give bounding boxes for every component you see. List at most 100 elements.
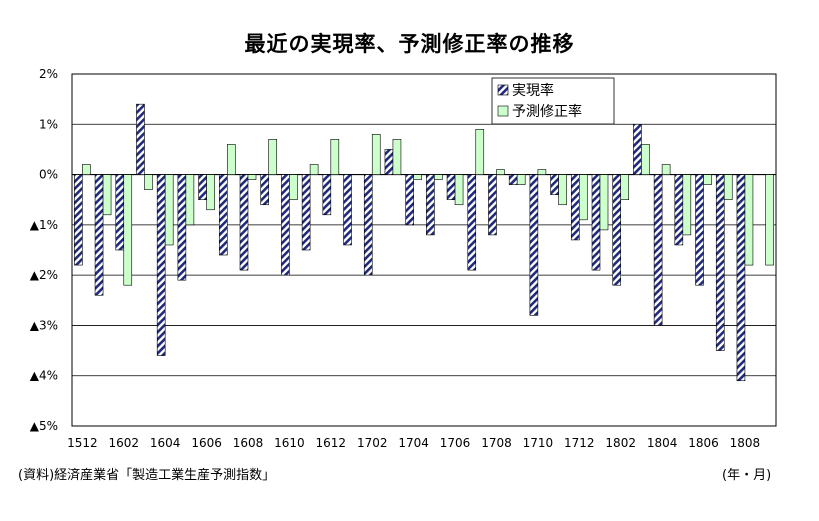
bar-forecast [661,164,671,175]
bar-actual [591,174,601,271]
bar-actual [446,174,456,201]
bar-actual [550,174,559,195]
unit-note: (年・月) [722,468,772,483]
y-tick-label: ▲5% [30,419,58,433]
bar-forecast [82,164,91,175]
bar-forecast [330,139,340,175]
x-tick-label: 1802 [605,436,636,450]
x-tick-label: 1704 [398,436,429,450]
bar-forecast [496,169,505,175]
bar-forecast [558,174,567,206]
y-tick-label: ▲4% [30,369,58,383]
y-tick-label: 2% [39,67,58,81]
bar-forecast [392,139,402,175]
bar-actual [384,149,394,175]
bar-forecast [144,174,153,190]
bar-actual [94,174,104,296]
bars [74,103,774,382]
bar-forecast [185,174,195,226]
bar-actual [177,174,187,281]
bar-actual [363,174,373,276]
bar-actual [260,174,270,206]
y-tick-label: 0% [39,168,58,182]
x-tick-label: 1808 [730,436,761,450]
bar-forecast [537,169,547,175]
x-tick-label: 1610 [274,436,305,450]
bar-forecast [682,174,692,236]
x-tick-label: 1708 [481,436,512,450]
y-tick-label: ▲2% [30,268,58,282]
x-tick-label: 1712 [564,436,595,450]
bar-actual [156,174,166,356]
legend-label-actual: 実現率 [512,82,554,99]
bar-actual [695,174,704,286]
bar-forecast [247,174,257,180]
chart-title: 最近の実現率、予測修正率の推移 [244,32,575,56]
bar-forecast [475,129,485,175]
bar-actual [633,123,642,175]
legend-swatch-actual [497,84,509,96]
bar-forecast [434,174,443,180]
bar-actual [343,174,352,246]
bar-forecast [723,174,733,201]
bar-actual [239,174,249,271]
bar-actual [115,174,125,251]
x-tick-label: 1604 [150,436,181,450]
bar-forecast [599,174,609,231]
legend-box [491,77,615,125]
bar-actual [218,174,228,256]
x-tick-label: 1804 [647,436,678,450]
bar-actual [405,174,414,226]
bar-actual [136,103,145,175]
bar-forecast [289,174,298,201]
bar-forecast [102,174,112,216]
bar-forecast [226,144,236,175]
bar-forecast [206,174,215,211]
x-tick-label: 1612 [316,436,347,450]
bar-forecast [268,139,278,175]
bar-forecast [454,174,464,206]
y-tick-label: ▲1% [30,218,58,232]
bar-forecast [744,174,754,266]
bar-forecast [516,174,526,185]
bar-forecast [413,174,422,180]
bar-actual [570,174,580,241]
x-tick-label: 1608 [233,436,264,450]
bar-forecast [641,144,650,175]
bar-actual [653,174,663,326]
source-note: (資料)経済産業省「製造工業生産予測指数」 [18,468,276,483]
bar-forecast [371,134,381,175]
legend-label-forecast: 予測修正率 [512,103,582,120]
bar-actual [198,174,207,201]
bar-actual [301,174,311,251]
bar-forecast [703,174,712,185]
y-tick-labels: 2% 1% 0% ▲1% ▲2% ▲3% ▲4% ▲5% [30,67,58,433]
plot-frame [71,73,777,427]
x-tick-label: 1702 [357,436,388,450]
y-tick-label: 1% [39,117,58,131]
x-tick-label: 1606 [191,436,222,450]
legend: 実現率 予測修正率 [491,77,615,125]
bar-actual [736,174,746,382]
bar-actual [715,174,725,351]
bar-actual [74,174,83,266]
bar-actual [467,174,477,271]
bar-forecast [309,164,319,175]
bar-forecast [164,174,174,246]
x-tick-label: 1512 [67,436,98,450]
bar-actual [529,174,539,316]
bar-actual [612,174,622,286]
x-tick-label: 1710 [523,436,554,450]
bar-forecast [123,174,133,286]
y-tick-label: ▲3% [30,318,58,332]
x-tick-label: 1602 [108,436,139,450]
bar-forecast [578,174,588,221]
bar-actual [508,174,518,185]
bar-actual [281,174,290,276]
bar-forecast [620,174,630,201]
bar-actual [674,174,684,246]
bar-forecast [765,174,774,266]
bar-actual [488,174,497,236]
bar-actual [426,174,435,236]
